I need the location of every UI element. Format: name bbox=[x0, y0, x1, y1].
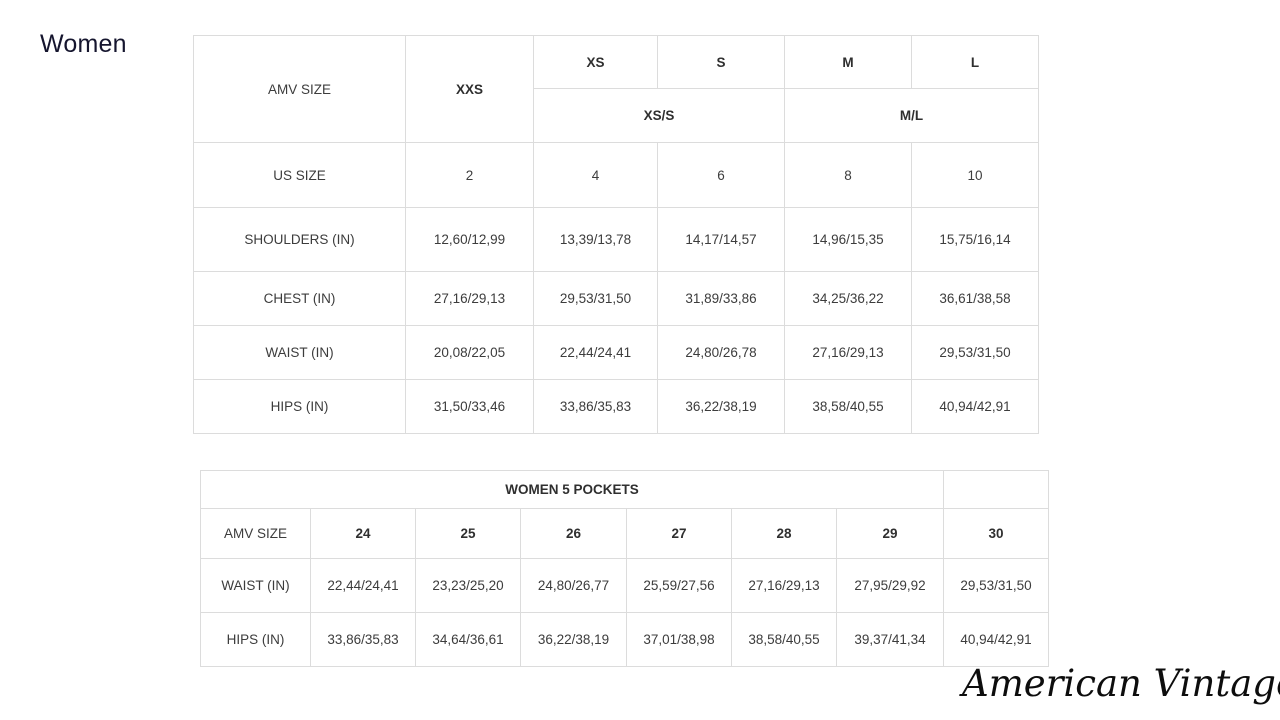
table-row: HIPS (IN) 31,50/33,46 33,86/35,83 36,22/… bbox=[193, 379, 1039, 434]
cell: 22,44/24,41 bbox=[310, 558, 416, 613]
size-group-xss: XS/S bbox=[533, 88, 785, 143]
table-row: HIPS (IN) 33,86/35,83 34,64/36,61 36,22/… bbox=[200, 612, 1049, 667]
size-header-l: L bbox=[911, 35, 1039, 89]
cell: 38,58/40,55 bbox=[784, 379, 912, 434]
table-row: WAIST (IN) 22,44/24,41 23,23/25,20 24,80… bbox=[200, 558, 1049, 613]
cell: 31,89/33,86 bbox=[657, 271, 785, 326]
size-header-xs: XS bbox=[533, 35, 658, 89]
cell: 27,95/29,92 bbox=[836, 558, 944, 613]
row-label: US SIZE bbox=[193, 142, 406, 208]
cell: 8 bbox=[784, 142, 912, 208]
cell: 29,53/31,50 bbox=[533, 271, 658, 326]
cell: 24,80/26,77 bbox=[520, 558, 627, 613]
size-header-s: S bbox=[657, 35, 785, 89]
cell: 29,53/31,50 bbox=[911, 325, 1039, 380]
cell: 14,96/15,35 bbox=[784, 207, 912, 272]
pockets-table-title: WOMEN 5 POCKETS bbox=[200, 470, 944, 509]
cell: 39,37/41,34 bbox=[836, 612, 944, 667]
cell: 14,17/14,57 bbox=[657, 207, 785, 272]
cell: 24,80/26,78 bbox=[657, 325, 785, 380]
size-header-26: 26 bbox=[520, 508, 627, 559]
size-group-ml: M/L bbox=[784, 88, 1039, 143]
american-vintage-logo: American Vintage bbox=[962, 662, 1280, 705]
row-label: WAIST (IN) bbox=[200, 558, 311, 613]
size-header-25: 25 bbox=[415, 508, 521, 559]
size-header-24: 24 bbox=[310, 508, 416, 559]
size-header-m: M bbox=[784, 35, 912, 89]
cell: 13,39/13,78 bbox=[533, 207, 658, 272]
cell: 20,08/22,05 bbox=[405, 325, 534, 380]
cell: 38,58/40,55 bbox=[731, 612, 837, 667]
row-label: HIPS (IN) bbox=[200, 612, 311, 667]
cell: 33,86/35,83 bbox=[310, 612, 416, 667]
page-title: Women bbox=[40, 30, 127, 58]
cell: 36,22/38,19 bbox=[657, 379, 785, 434]
cell: 10 bbox=[911, 142, 1039, 208]
row-label: HIPS (IN) bbox=[193, 379, 406, 434]
size-header-28: 28 bbox=[731, 508, 837, 559]
size-header-29: 29 bbox=[836, 508, 944, 559]
size-header-xxs: XXS bbox=[405, 35, 534, 143]
row-label: WAIST (IN) bbox=[193, 325, 406, 380]
cell: 2 bbox=[405, 142, 534, 208]
cell: 23,23/25,20 bbox=[415, 558, 521, 613]
cell: 6 bbox=[657, 142, 785, 208]
table-row: US SIZE 2 4 6 8 10 bbox=[193, 142, 1039, 208]
cell: 4 bbox=[533, 142, 658, 208]
cell: 29,53/31,50 bbox=[943, 558, 1049, 613]
row-label: SHOULDERS (IN) bbox=[193, 207, 406, 272]
cell: 36,61/38,58 bbox=[911, 271, 1039, 326]
amv-size-header: AMV SIZE bbox=[193, 35, 406, 143]
empty-cell bbox=[943, 470, 1049, 509]
cell: 27,16/29,13 bbox=[731, 558, 837, 613]
cell: 22,44/24,41 bbox=[533, 325, 658, 380]
women-size-table: AMV SIZE XXS XS S M L XS/S M/L US SIZE 2… bbox=[193, 35, 1039, 434]
amv-size-header: AMV SIZE bbox=[200, 508, 311, 559]
cell: 40,94/42,91 bbox=[911, 379, 1039, 434]
women-5-pockets-table: WOMEN 5 POCKETS AMV SIZE 24 25 26 27 28 … bbox=[200, 470, 1049, 667]
cell: 40,94/42,91 bbox=[943, 612, 1049, 667]
table-row: CHEST (IN) 27,16/29,13 29,53/31,50 31,89… bbox=[193, 271, 1039, 326]
cell: 34,64/36,61 bbox=[415, 612, 521, 667]
cell: 33,86/35,83 bbox=[533, 379, 658, 434]
cell: 27,16/29,13 bbox=[784, 325, 912, 380]
table-row: SHOULDERS (IN) 12,60/12,99 13,39/13,78 1… bbox=[193, 207, 1039, 272]
cell: 27,16/29,13 bbox=[405, 271, 534, 326]
cell: 15,75/16,14 bbox=[911, 207, 1039, 272]
row-label: CHEST (IN) bbox=[193, 271, 406, 326]
cell: 31,50/33,46 bbox=[405, 379, 534, 434]
cell: 25,59/27,56 bbox=[626, 558, 732, 613]
size-header-27: 27 bbox=[626, 508, 732, 559]
cell: 36,22/38,19 bbox=[520, 612, 627, 667]
cell: 37,01/38,98 bbox=[626, 612, 732, 667]
table-row: WAIST (IN) 20,08/22,05 22,44/24,41 24,80… bbox=[193, 325, 1039, 380]
cell: 34,25/36,22 bbox=[784, 271, 912, 326]
cell: 12,60/12,99 bbox=[405, 207, 534, 272]
size-header-30: 30 bbox=[943, 508, 1049, 559]
